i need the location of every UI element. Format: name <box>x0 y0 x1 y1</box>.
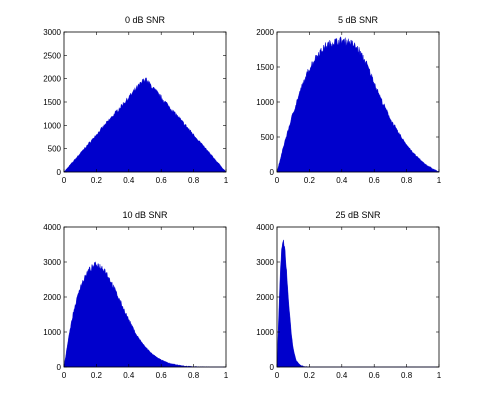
y-tick-label: 2000 <box>256 293 274 302</box>
subplot-4: 0 0.2 0.4 0.6 0.8 1 0 1000 2000 3000 4000 25 dB SNR <box>256 210 442 380</box>
y-tick-label: 1500 <box>43 98 61 107</box>
x-tick-label: 0.6 <box>369 176 381 185</box>
y-tick-label: 2000 <box>43 75 61 84</box>
x-tick-label: 0.6 <box>369 371 381 380</box>
subplot-3: 0 0.2 0.4 0.6 0.8 1 0 1000 2000 3000 4000 10 dB SNR <box>43 210 229 380</box>
y-tick-label: 0 <box>57 168 62 177</box>
y-tick-label: 3000 <box>43 258 61 267</box>
subplot-title: 10 dB SNR <box>122 210 168 220</box>
x-tick-label: 0.6 <box>156 176 168 185</box>
x-tick-label: 0.8 <box>188 371 200 380</box>
x-tick-label: 1 <box>224 371 229 380</box>
x-tick-label: 0.8 <box>401 176 413 185</box>
y-tick-label: 4000 <box>256 223 274 232</box>
x-tick-label: 0 <box>62 371 67 380</box>
y-tick-label: 500 <box>48 145 62 154</box>
y-tick-label: 1000 <box>256 98 274 107</box>
y-tick-label: 4000 <box>43 223 61 232</box>
x-tick-label: 0.4 <box>123 176 135 185</box>
y-tick-label: 3000 <box>256 258 274 267</box>
x-tick-label: 0.2 <box>304 371 316 380</box>
y-tick-label: 0 <box>270 168 275 177</box>
x-tick-label: 0.2 <box>304 176 316 185</box>
y-tick-label: 0 <box>270 363 275 372</box>
axes-frame <box>276 226 440 368</box>
x-tick-label: 1 <box>224 176 229 185</box>
x-tick-label: 0.8 <box>188 176 200 185</box>
y-tick-label: 1000 <box>256 328 274 337</box>
y-tick-label: 1000 <box>43 121 61 130</box>
x-tick-label: 0 <box>275 176 280 185</box>
histogram-bars <box>63 261 226 368</box>
histogram-bars <box>276 36 440 173</box>
y-tick-label: 3000 <box>43 28 61 37</box>
subplot-title: 0 dB SNR <box>125 15 166 25</box>
subplot-1: 0 0.2 0.4 0.6 0.8 1 0 500 1000 1500 2000 2500 3000 0 … <box>43 15 229 185</box>
histogram-bars <box>276 239 439 368</box>
x-tick-label: 1 <box>437 371 442 380</box>
y-tick-label: 1500 <box>256 63 274 72</box>
x-tick-label: 0.4 <box>123 371 135 380</box>
y-tick-label: 2000 <box>256 28 274 37</box>
x-tick-label: 1 <box>437 176 442 185</box>
subplot-title: 25 dB SNR <box>335 210 381 220</box>
x-tick-label: 0 <box>275 371 280 380</box>
y-tick-label: 2000 <box>43 293 61 302</box>
x-tick-label: 0.4 <box>336 371 348 380</box>
x-tick-label: 0.6 <box>156 371 168 380</box>
x-tick-label: 0.4 <box>336 176 348 185</box>
x-tick-label: 0.2 <box>91 371 103 380</box>
histogram-bars <box>63 77 227 173</box>
y-tick-label: 500 <box>261 133 275 142</box>
subplot-2: 0 0.2 0.4 0.6 0.8 1 0 500 1000 1500 2000 5 dB SNR <box>256 15 442 185</box>
y-tick-label: 2500 <box>43 51 61 60</box>
x-tick-label: 0.8 <box>401 371 413 380</box>
x-tick-label: 0 <box>62 176 67 185</box>
y-tick-label: 1000 <box>43 328 61 337</box>
y-tick-label: 0 <box>57 363 62 372</box>
subplot-title: 5 dB SNR <box>338 15 379 25</box>
x-tick-label: 0.2 <box>91 176 103 185</box>
